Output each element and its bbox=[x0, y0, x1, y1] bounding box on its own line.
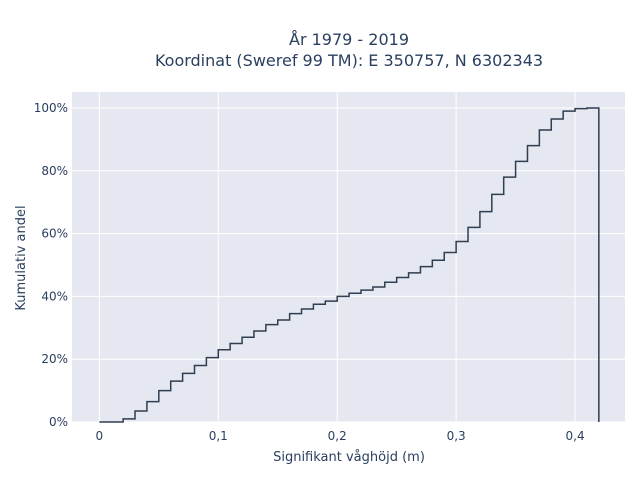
y-tick-label: 80% bbox=[41, 164, 68, 178]
chart-title-line-2: Koordinat (Sweref 99 TM): E 350757, N 63… bbox=[155, 51, 543, 70]
y-tick-label: 100% bbox=[34, 101, 68, 115]
cumulative-step-line bbox=[99, 107, 600, 423]
x-tick-label: 0,1 bbox=[209, 429, 228, 443]
grid bbox=[72, 92, 625, 423]
y-tick-labels: 0% 20% 40% 60% 80% 100% bbox=[34, 101, 68, 429]
x-tick-label: 0,4 bbox=[566, 429, 585, 443]
x-tick-label: 0 bbox=[96, 429, 104, 443]
y-tick-label: 40% bbox=[41, 289, 68, 303]
x-axis-label: Signifikant våghöjd (m) bbox=[273, 450, 425, 465]
y-tick-label: 20% bbox=[41, 352, 68, 366]
y-tick-label: 0% bbox=[49, 415, 68, 429]
x-tick-labels: 0 0,1 0,2 0,3 0,4 bbox=[96, 429, 585, 443]
x-tick-label: 0,2 bbox=[328, 429, 347, 443]
chart-title-line-1: År 1979 - 2019 bbox=[289, 30, 409, 49]
plot-area bbox=[72, 92, 625, 422]
y-tick-label: 60% bbox=[41, 227, 68, 241]
x-tick-label: 0,3 bbox=[447, 429, 466, 443]
y-axis-label: Kumulativ andel bbox=[14, 205, 29, 310]
